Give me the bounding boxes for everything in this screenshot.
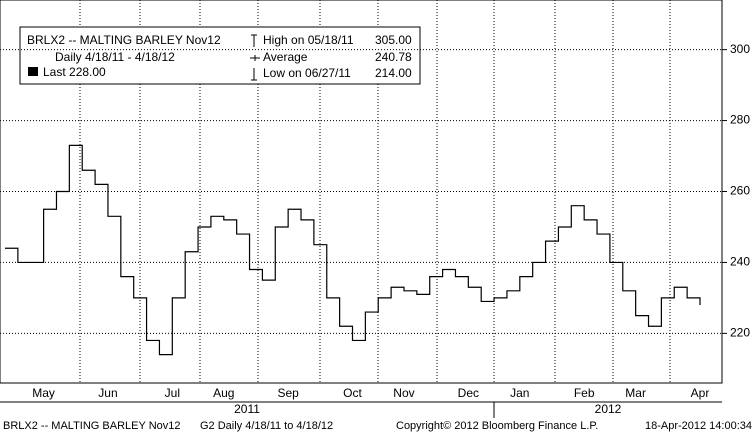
legend: BRLX2 -- MALTING BARLEY Nov12 Daily 4/18… (19, 26, 421, 85)
x-tick-label: Oct (343, 386, 362, 400)
legend-text: Low on 06/27/11 (263, 66, 351, 80)
legend-value: 214.00 (375, 66, 412, 80)
footer-text: Copyright© 2012 Bloomberg Finance L.P. (396, 420, 598, 432)
legend-text: BRLX2 -- MALTING BARLEY Nov12 (27, 33, 221, 47)
x-tick-label: Dec (458, 386, 479, 400)
x-tick-label: Nov (393, 386, 414, 400)
year-label: 2012 (595, 402, 622, 416)
x-tick-label: Feb (574, 386, 595, 400)
y-tick-label: 280 (730, 113, 750, 127)
legend-icons (250, 34, 260, 81)
legend-text: High on 05/18/11 (263, 33, 354, 47)
legend-value: 305.00 (375, 33, 412, 47)
x-tick-label: Jan (510, 386, 529, 400)
y-tick-label: 240 (730, 255, 750, 269)
x-tick-label: Sep (277, 386, 299, 400)
legend-text: Average (263, 50, 308, 64)
y-tick-label: 300 (730, 42, 750, 56)
price-line (5, 144, 701, 356)
footer-text: G2 Daily 4/18/11 to 4/18/12 (200, 420, 333, 432)
x-tick-label: Apr (691, 386, 710, 400)
x-tick-label: Jun (98, 386, 117, 400)
y-tick-label: 220 (730, 326, 750, 340)
legend-swatch (28, 67, 38, 76)
legend-box (19, 26, 421, 85)
legend-text: Last 228.00 (43, 65, 106, 79)
footer-text: BRLX2 -- MALTING BARLEY Nov12 (3, 420, 181, 432)
y-tick-label: 260 (730, 184, 750, 198)
x-tick-label: Mar (625, 386, 646, 400)
legend-value: 240.78 (375, 50, 412, 64)
x-tick-label: Jul (165, 386, 180, 400)
year-label: 2011 (234, 402, 260, 416)
footer-text: 18-Apr-2012 14:00:34 (645, 420, 752, 432)
x-tick-label: May (32, 386, 55, 400)
x-tick-label: Aug (213, 386, 234, 400)
legend-text: Daily 4/18/11 - 4/18/12 (55, 50, 175, 64)
